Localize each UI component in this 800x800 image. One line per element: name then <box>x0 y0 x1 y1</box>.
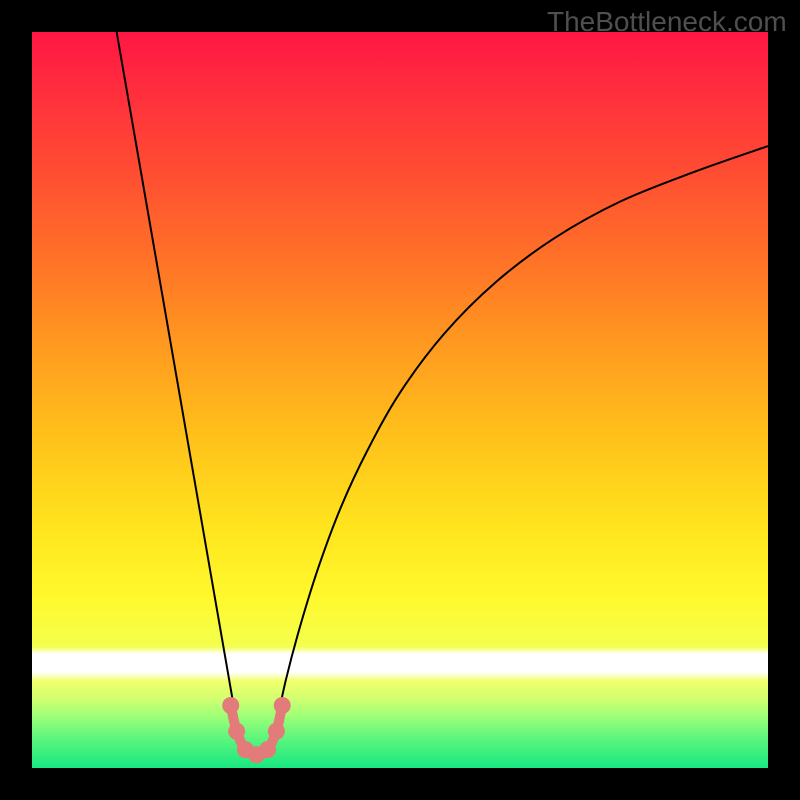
bead-dot <box>228 723 245 740</box>
curve-right-branch <box>275 146 768 731</box>
curve-left-branch <box>117 32 238 731</box>
bead-dot <box>268 723 285 740</box>
chart-stage: TheBottleneck.com <box>0 0 800 800</box>
bead-dot <box>259 741 276 758</box>
watermark-text: TheBottleneck.com <box>547 6 787 38</box>
bead-dot <box>222 697 239 714</box>
bead-dot <box>274 697 291 714</box>
bottleneck-curve <box>32 32 768 768</box>
bead-string-dots <box>222 697 291 763</box>
plot-area <box>32 32 768 768</box>
